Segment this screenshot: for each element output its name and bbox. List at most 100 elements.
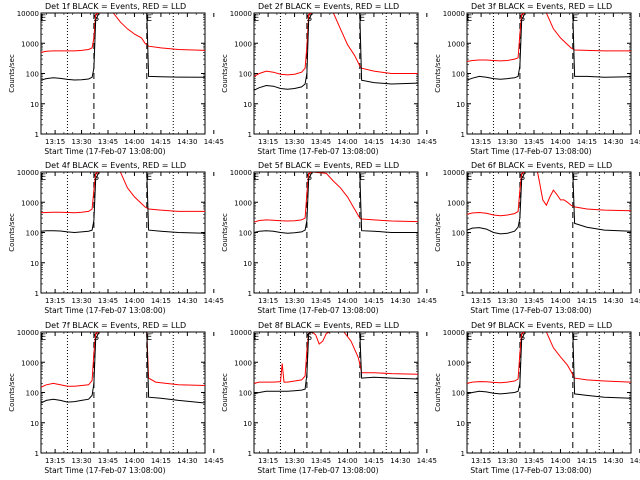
y-tick-label: 1	[248, 450, 252, 458]
lld-series-line	[467, 13, 631, 62]
marker-label: E	[572, 173, 578, 183]
y-tick-label: 100	[26, 230, 39, 238]
x-axis-label: Start Time (17-Feb-07 13:08:00)	[470, 466, 591, 475]
marker-label: S	[306, 333, 312, 343]
y-tick-label: 1	[35, 131, 39, 139]
y-tick-label: 1	[35, 450, 39, 458]
panel-title: Det 9f BLACK = Events, RED = LLD	[471, 321, 612, 330]
y-tick-label: 1000	[21, 359, 39, 367]
y-tick-label: 10	[243, 101, 252, 109]
x-tick-label: 14:45	[204, 457, 224, 465]
x-tick-label: 14:15	[364, 138, 384, 146]
x-axis-label: Start Time (17-Feb-07 13:08:00)	[44, 147, 165, 156]
panel-8: E S E 1 10 100 1000 10000 13:15 13:30 13:45 14:00 14…	[221, 321, 437, 475]
x-tick-label: 14:45	[417, 138, 437, 146]
marker-label: E	[254, 14, 260, 24]
events-series-line	[467, 13, 631, 81]
y-tick-label: 10000	[17, 169, 39, 177]
x-tick-label: 13:15	[258, 297, 278, 305]
y-tick-label: 100	[239, 230, 252, 238]
y-tick-label: 10	[456, 101, 465, 109]
y-tick-label: 10000	[443, 329, 465, 337]
y-tick-label: 1000	[447, 199, 465, 207]
y-tick-label: 10000	[443, 10, 465, 18]
x-tick-label: 13:45	[524, 138, 544, 146]
series-group	[41, 172, 205, 234]
x-tick-label: 14:15	[151, 138, 171, 146]
x-tick-label: 14:45	[204, 297, 224, 305]
series-group	[254, 13, 418, 91]
x-axis-label: Start Time (17-Feb-07 13:08:00)	[470, 147, 591, 156]
panel-title: Det 8f BLACK = Events, RED = LLD	[258, 321, 399, 330]
x-tick-label: 13:30	[71, 138, 91, 146]
y-tick-label: 100	[452, 390, 465, 398]
series-group	[467, 172, 631, 235]
y-tick-label: 1000	[447, 40, 465, 48]
y-tick-label: 10000	[230, 10, 252, 18]
y-tick-label: 10	[456, 420, 465, 428]
x-tick-label: 13:30	[71, 297, 91, 305]
marker-label: E	[467, 173, 473, 183]
events-series-line	[254, 332, 418, 395]
x-axis-label: Start Time (17-Feb-07 13:08:00)	[44, 306, 165, 315]
panel-title: Det 2f BLACK = Events, RED = LLD	[258, 2, 399, 11]
y-tick-label: 100	[452, 230, 465, 238]
x-tick-label: 14:15	[151, 457, 171, 465]
x-tick-label: 13:15	[45, 457, 65, 465]
x-tick-label: 14:30	[603, 457, 623, 465]
panel-title: Det 5f BLACK = Events, RED = LLD	[258, 161, 399, 170]
x-tick-label: 14:45	[417, 297, 437, 305]
x-tick-label: 14:30	[177, 138, 197, 146]
x-tick-label: 14:30	[390, 138, 410, 146]
y-tick-label: 1	[461, 290, 465, 298]
y-tick-label: 1	[248, 131, 252, 139]
lld-series-line	[467, 332, 631, 384]
y-axis-label: Counts/sec	[221, 213, 229, 252]
y-tick-label: 10	[243, 420, 252, 428]
x-tick-label: 13:30	[284, 297, 304, 305]
marker-label: E	[359, 333, 365, 343]
plot-frame	[466, 12, 632, 135]
x-tick-label: 13:30	[497, 297, 517, 305]
y-tick-label: 1	[461, 131, 465, 139]
y-tick-label: 1	[35, 290, 39, 298]
x-tick-label: 14:30	[177, 297, 197, 305]
x-tick-label: 13:15	[45, 297, 65, 305]
x-tick-label: 13:15	[471, 457, 491, 465]
lld-series-line	[467, 172, 631, 217]
y-tick-label: 1000	[447, 359, 465, 367]
x-tick-label: 13:30	[284, 138, 304, 146]
plot-frame	[466, 171, 632, 294]
marker-label: E	[146, 333, 152, 343]
events-series-line	[41, 172, 205, 234]
x-tick-label: 13:45	[311, 138, 331, 146]
marker-label: E	[572, 14, 578, 24]
marker-label: E	[146, 14, 152, 24]
marker-label: E	[41, 173, 47, 183]
y-tick-label: 100	[452, 71, 465, 79]
y-axis-label: Counts/sec	[434, 213, 442, 252]
y-tick-label: 10	[30, 101, 39, 109]
y-axis-label: Counts/sec	[8, 373, 16, 412]
x-tick-label: 14:45	[204, 138, 224, 146]
plot-frame	[40, 12, 206, 135]
x-axis-label: Start Time (17-Feb-07 13:08:00)	[257, 147, 378, 156]
y-tick-label: 1000	[234, 40, 252, 48]
x-tick-label: 13:30	[497, 138, 517, 146]
x-tick-label: 14:15	[577, 138, 597, 146]
y-tick-label: 1000	[21, 199, 39, 207]
x-tick-label: 13:15	[258, 457, 278, 465]
x-tick-label: 13:30	[497, 457, 517, 465]
x-tick-label: 14:30	[603, 297, 623, 305]
panel-title: Det 3f BLACK = Events, RED = LLD	[471, 2, 612, 11]
events-series-line	[467, 172, 631, 235]
marker-label: E	[41, 14, 47, 24]
x-tick-label: 14:15	[364, 297, 384, 305]
